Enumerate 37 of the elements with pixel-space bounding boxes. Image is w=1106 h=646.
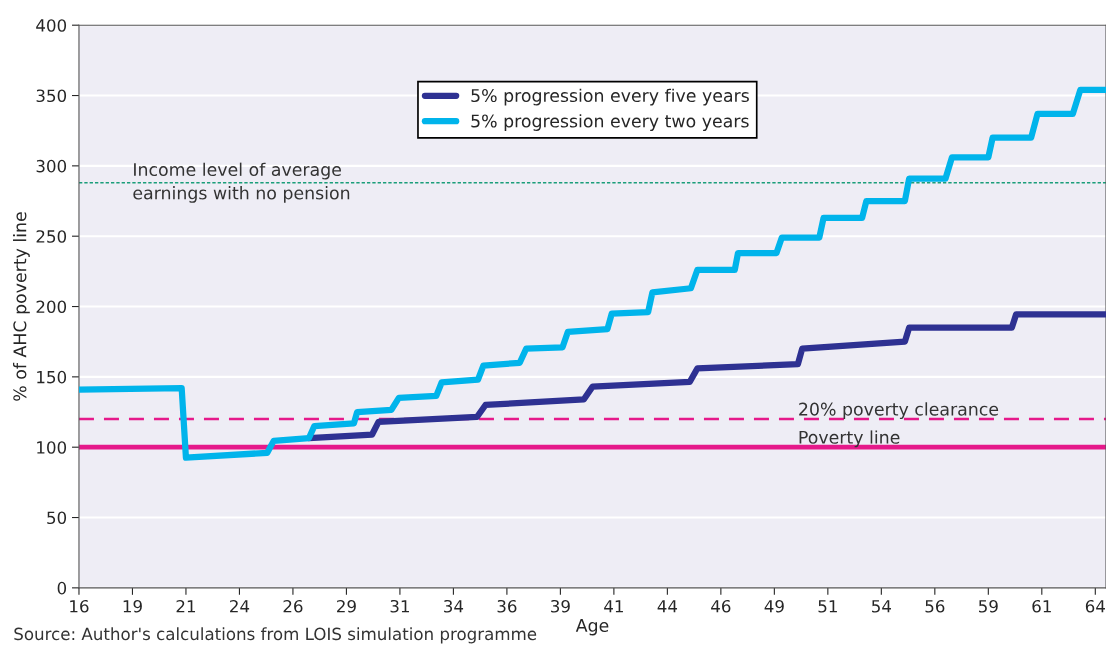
x-tick-label: 36 — [497, 599, 517, 613]
y-tick-label: 100 — [37, 441, 67, 454]
y-tick-label: 50 — [47, 511, 67, 525]
y-tick-label: 300 — [36, 159, 67, 173]
y-axis-title: % of AHC poverty line — [12, 212, 30, 401]
x-tick-label: 29 — [337, 599, 356, 613]
ref-line-label: 20% poverty clearance — [799, 402, 999, 420]
x-axis-title: Age — [575, 619, 609, 636]
legend-label: 5% progression every five years — [471, 88, 749, 106]
x-tick-label: 54 — [872, 600, 892, 613]
x-tick-label: 39 — [551, 599, 570, 613]
x-tick-label: 26 — [283, 599, 303, 613]
x-tick-label: 56 — [925, 599, 945, 613]
x-tick-label: 21 — [176, 599, 196, 613]
y-tick-label: 200 — [36, 300, 67, 314]
x-tick-label: 46 — [711, 599, 731, 613]
x-tick-label: 41 — [604, 600, 623, 613]
x-tick-label: 51 — [818, 600, 837, 613]
x-tick-label: 59 — [979, 599, 998, 613]
x-tick-label: 19 — [123, 599, 142, 613]
x-tick-label: 24 — [230, 599, 250, 613]
y-tick-label: 400 — [36, 19, 67, 32]
x-tick-label: 49 — [764, 599, 784, 613]
x-tick-label: 64 — [1085, 599, 1105, 613]
x-tick-label: 34 — [444, 599, 464, 613]
ref-line-label: Income level of average earnings with no pension — [133, 162, 350, 203]
x-tick-label: 16 — [70, 599, 89, 613]
x-tick-label: 31 — [390, 599, 409, 613]
y-tick-label: 150 — [37, 370, 67, 384]
source-note: Source: Author's calculations from LOIS simulation programme — [14, 627, 537, 644]
x-tick-label: 44 — [657, 600, 678, 613]
y-tick-label: 250 — [36, 230, 67, 243]
legend-label: 5% progression every two years — [471, 114, 749, 131]
ref-line-label: Poverty line — [799, 430, 900, 448]
x-tick-label: 61 — [1032, 599, 1051, 613]
y-tick-label: 0 — [57, 581, 67, 595]
y-tick-label: 350 — [36, 89, 67, 103]
